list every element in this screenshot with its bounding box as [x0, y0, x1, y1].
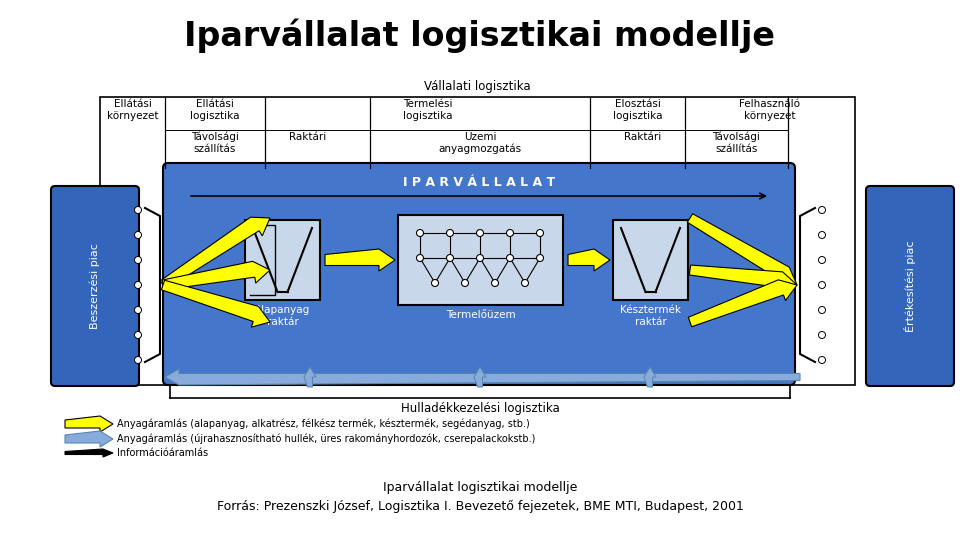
Circle shape: [134, 307, 141, 314]
Circle shape: [462, 280, 468, 287]
Text: Iparvállalat logisztikai modellje: Iparvállalat logisztikai modellje: [184, 19, 776, 53]
Text: Raktári: Raktári: [624, 132, 661, 142]
Circle shape: [476, 230, 484, 237]
Polygon shape: [689, 265, 797, 294]
Text: Forrás: Prezenszki József, Logisztika I. Bevezető fejezetek, BME MTI, Budapest, : Forrás: Prezenszki József, Logisztika I.…: [217, 500, 743, 512]
Circle shape: [819, 232, 826, 239]
Text: Távolsági
szállítás: Távolsági szállítás: [712, 132, 760, 154]
Circle shape: [431, 280, 439, 287]
Polygon shape: [162, 261, 270, 290]
Circle shape: [537, 254, 543, 261]
Circle shape: [492, 280, 498, 287]
Circle shape: [134, 232, 141, 239]
Text: Iparvállalat logisztikai modellje: Iparvállalat logisztikai modellje: [383, 482, 577, 495]
FancyBboxPatch shape: [866, 186, 954, 386]
Polygon shape: [474, 367, 486, 387]
Text: Termelési
logisztika: Termelési logisztika: [403, 99, 452, 120]
Polygon shape: [161, 280, 270, 327]
Polygon shape: [165, 369, 800, 385]
Circle shape: [507, 254, 514, 261]
Circle shape: [134, 206, 141, 213]
Circle shape: [417, 230, 423, 237]
Bar: [613, 220, 688, 300]
Text: Felhasználó
környezet: Felhasználó környezet: [739, 99, 801, 120]
Text: I P A R V Á L L A L A T: I P A R V Á L L A L A T: [403, 176, 555, 188]
Circle shape: [819, 206, 826, 213]
Circle shape: [507, 230, 514, 237]
Polygon shape: [65, 416, 113, 432]
Polygon shape: [325, 249, 395, 271]
Circle shape: [134, 256, 141, 264]
FancyBboxPatch shape: [51, 186, 139, 386]
Circle shape: [819, 356, 826, 363]
Circle shape: [134, 281, 141, 288]
Circle shape: [521, 280, 529, 287]
Circle shape: [134, 332, 141, 339]
Circle shape: [819, 332, 826, 339]
Text: Anyagáramlás (újrahasznosítható hullék, üres rakományhordozók, cserepalackokstb.: Anyagáramlás (újrahasznosítható hullék, …: [117, 434, 536, 444]
Text: Információáramlás: Információáramlás: [117, 448, 208, 458]
Circle shape: [476, 254, 484, 261]
Text: Anyagáramlás (alapanyag, alkatrész, félkész termék, késztermék, segédanyag, stb.: Anyagáramlás (alapanyag, alkatrész, félk…: [117, 418, 530, 429]
Text: Ellátási
logisztika: Ellátási logisztika: [190, 99, 240, 120]
FancyBboxPatch shape: [163, 163, 795, 385]
Text: Távolsági
szállítás: Távolsági szállítás: [191, 132, 239, 154]
Text: Üzemi
anyagmozgatás: Üzemi anyagmozgatás: [439, 132, 521, 154]
Circle shape: [819, 281, 826, 288]
Text: Ellátási
környezet: Ellátási környezet: [107, 99, 158, 120]
Polygon shape: [304, 367, 316, 387]
Polygon shape: [568, 249, 610, 271]
Text: Elosztási
logisztika: Elosztási logisztika: [612, 99, 662, 120]
Bar: [100, 97, 855, 385]
Circle shape: [134, 356, 141, 363]
Text: Értékesítési piac: Értékesítési piac: [904, 240, 916, 332]
Text: Raktári: Raktári: [289, 132, 326, 142]
Text: Vállalati logisztika: Vállalati logisztika: [424, 80, 531, 93]
Polygon shape: [687, 214, 797, 286]
Text: Termelőüzem: Termelőüzem: [445, 310, 516, 320]
Polygon shape: [644, 367, 656, 387]
Polygon shape: [160, 217, 270, 289]
Circle shape: [446, 254, 453, 261]
Text: Alapanyag
raktár: Alapanyag raktár: [254, 305, 310, 327]
Circle shape: [537, 230, 543, 237]
Text: Késztermék
raktár: Késztermék raktár: [620, 305, 681, 327]
Circle shape: [819, 256, 826, 264]
Circle shape: [446, 230, 453, 237]
Polygon shape: [688, 280, 797, 327]
Polygon shape: [65, 431, 113, 447]
Bar: [245, 220, 320, 300]
Text: Hulladékkezelési logisztika: Hulladékkezelési logisztika: [400, 402, 560, 415]
Circle shape: [417, 254, 423, 261]
Circle shape: [819, 307, 826, 314]
Text: Beszerzési piac: Beszerzési piac: [89, 243, 100, 329]
Polygon shape: [65, 449, 113, 457]
Bar: [398, 215, 563, 305]
